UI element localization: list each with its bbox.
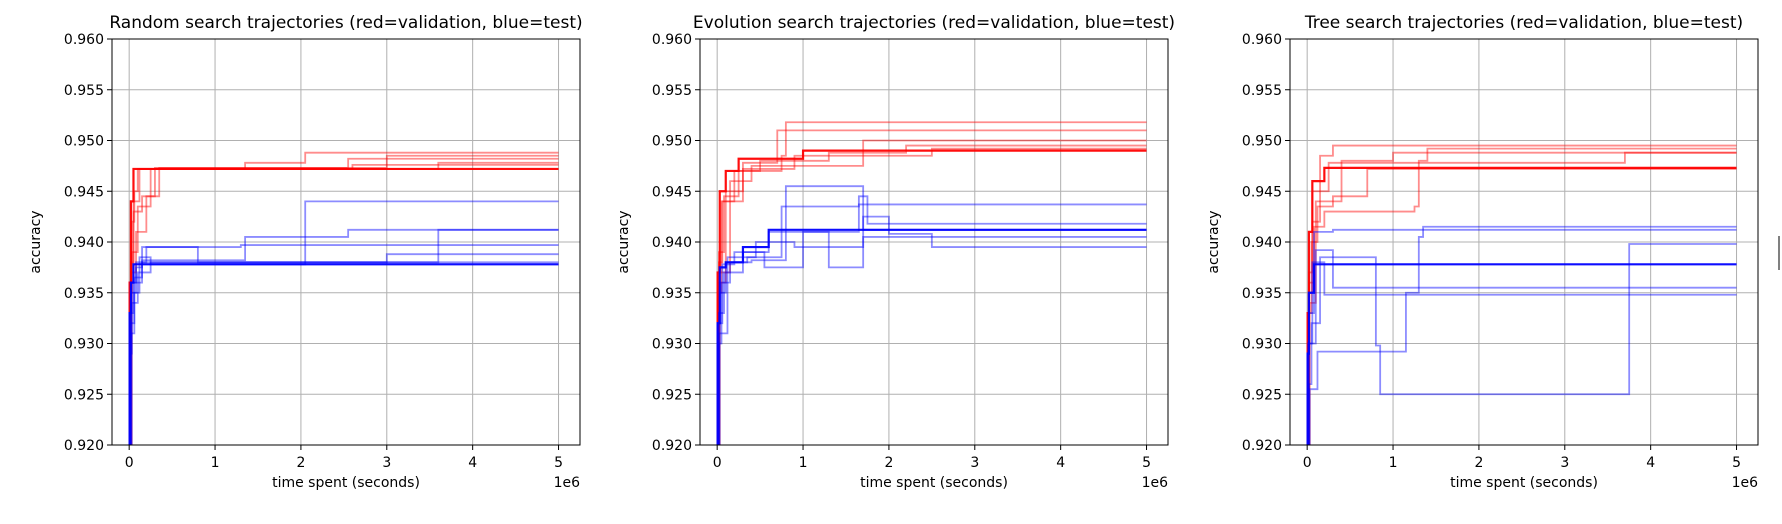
x-tick-label: 5 xyxy=(554,455,563,471)
y-tick-label: 0.935 xyxy=(652,286,692,302)
x-tick-label: 4 xyxy=(1056,455,1065,471)
test-trajectory-line xyxy=(1307,228,1737,445)
test-trajectory-line xyxy=(129,246,559,445)
y-tick-label: 0.950 xyxy=(64,134,104,150)
y-tick-label: 0.935 xyxy=(1242,286,1282,302)
y-tick-label: 0.945 xyxy=(652,184,692,200)
test-trajectory-line xyxy=(717,185,1147,445)
test-trajectory-line xyxy=(1306,263,1737,445)
x-tick-label: 2 xyxy=(884,455,893,471)
validation-trajectory-line xyxy=(717,129,1147,445)
y-tick-label: 0.950 xyxy=(1242,134,1282,150)
y-tick-label: 0.945 xyxy=(64,184,104,200)
test-trajectory-line xyxy=(1307,261,1737,445)
x-tick-label: 3 xyxy=(970,455,979,471)
y-axis-label: accuracy xyxy=(28,210,44,273)
y-tick-label: 0.930 xyxy=(652,337,692,353)
x-tick-label: 4 xyxy=(468,455,477,471)
y-tick-label: 0.925 xyxy=(1242,387,1282,403)
y-tick-label: 0.950 xyxy=(652,134,692,150)
x-tick-label: 2 xyxy=(296,455,305,471)
x-tick-label: 2 xyxy=(1474,455,1483,471)
y-tick-label: 0.920 xyxy=(652,438,692,454)
y-tick-label: 0.960 xyxy=(1242,32,1282,48)
y-tick-label: 0.935 xyxy=(64,286,104,302)
x-tick-label: 1 xyxy=(799,455,808,471)
test-trajectory-line xyxy=(129,253,559,445)
validation-trajectory-line xyxy=(129,154,559,445)
x-tick-label: 5 xyxy=(1732,455,1741,471)
y-tick-label: 0.920 xyxy=(1242,438,1282,454)
validation-trajectory-line xyxy=(1306,166,1737,445)
validation-trajectory-line xyxy=(717,144,1147,445)
test-trajectory-line xyxy=(128,263,559,445)
x-tick-label: 3 xyxy=(1560,455,1569,471)
validation-trajectory-line xyxy=(1307,147,1737,445)
test-trajectory-line xyxy=(717,215,1147,445)
validation-trajectory-line xyxy=(1307,151,1737,445)
test-trajectory-line xyxy=(129,228,559,445)
x-offset-label: 1e6 xyxy=(554,475,581,491)
x-tick-label: 0 xyxy=(125,455,134,471)
chart-panel-3: 0 1 2 3 4 5 0.920 0.925 0.930 0.935 0.940 0.945 0.95… xyxy=(1206,13,1759,491)
validation-trajectory-line xyxy=(1307,144,1737,445)
chart-panel-1: 0 1 2 3 4 5 0.920 0.925 0.930 0.935 0.940 0.945 0.95… xyxy=(28,13,583,491)
chart-panel-2: 0 1 2 3 4 5 0.920 0.925 0.930 0.935 0.940 0.945 0.95… xyxy=(616,13,1175,491)
y-tick-label: 0.940 xyxy=(1242,235,1282,251)
chart-title: Tree search trajectories (red=validation… xyxy=(1304,13,1743,33)
x-tick-label: 5 xyxy=(1142,455,1151,471)
y-tick-label: 0.930 xyxy=(1242,337,1282,353)
y-tick-label: 0.920 xyxy=(64,438,104,454)
test-trajectory-line xyxy=(1307,243,1737,445)
test-trajectory-line xyxy=(1307,225,1737,445)
validation-trajectory-line xyxy=(1307,151,1737,445)
validation-trajectory-line xyxy=(128,167,559,445)
test-trajectory-line xyxy=(1307,249,1737,445)
y-axis-label: accuracy xyxy=(1206,210,1222,273)
x-tick-label: 0 xyxy=(713,455,722,471)
x-axis-label: time spent (seconds) xyxy=(860,475,1008,491)
y-tick-label: 0.945 xyxy=(1242,184,1282,200)
x-tick-label: 1 xyxy=(211,455,220,471)
test-trajectory-line xyxy=(717,230,1147,445)
x-offset-label: 1e6 xyxy=(1142,475,1169,491)
validation-trajectory-line xyxy=(717,121,1147,445)
chart-title: Evolution search trajectories (red=valid… xyxy=(693,13,1175,33)
x-axis-label: time spent (seconds) xyxy=(272,475,420,491)
y-tick-label: 0.940 xyxy=(64,235,104,251)
x-tick-label: 0 xyxy=(1303,455,1312,471)
series-group xyxy=(716,121,1147,445)
y-axis-label: accuracy xyxy=(616,210,632,273)
chart-title: Random search trajectories (red=validati… xyxy=(109,13,582,33)
test-trajectory-line xyxy=(129,244,559,445)
y-tick-label: 0.955 xyxy=(1242,83,1282,99)
validation-trajectory-line xyxy=(717,139,1147,445)
y-tick-label: 0.925 xyxy=(64,387,104,403)
y-tick-label: 0.930 xyxy=(64,337,104,353)
y-tick-label: 0.955 xyxy=(652,83,692,99)
validation-trajectory-line xyxy=(129,151,559,445)
y-tick-label: 0.925 xyxy=(652,387,692,403)
y-tick-label: 0.955 xyxy=(64,83,104,99)
x-axis-label: time spent (seconds) xyxy=(1450,475,1598,491)
validation-trajectory-line xyxy=(129,163,559,445)
test-trajectory-line xyxy=(717,195,1147,445)
test-trajectory-line xyxy=(716,228,1147,445)
y-tick-label: 0.960 xyxy=(64,32,104,48)
x-tick-label: 3 xyxy=(382,455,391,471)
validation-trajectory-line xyxy=(1307,168,1737,445)
x-offset-label: 1e6 xyxy=(1732,475,1759,491)
x-tick-label: 4 xyxy=(1646,455,1655,471)
validation-trajectory-line xyxy=(129,161,559,445)
y-tick-label: 0.940 xyxy=(652,235,692,251)
x-tick-label: 1 xyxy=(1389,455,1398,471)
validation-trajectory-line xyxy=(717,147,1147,445)
y-tick-label: 0.960 xyxy=(652,32,692,48)
test-trajectory-line xyxy=(129,200,559,445)
series-group xyxy=(128,151,559,445)
validation-trajectory-line xyxy=(716,149,1147,445)
series-group xyxy=(1306,144,1737,445)
